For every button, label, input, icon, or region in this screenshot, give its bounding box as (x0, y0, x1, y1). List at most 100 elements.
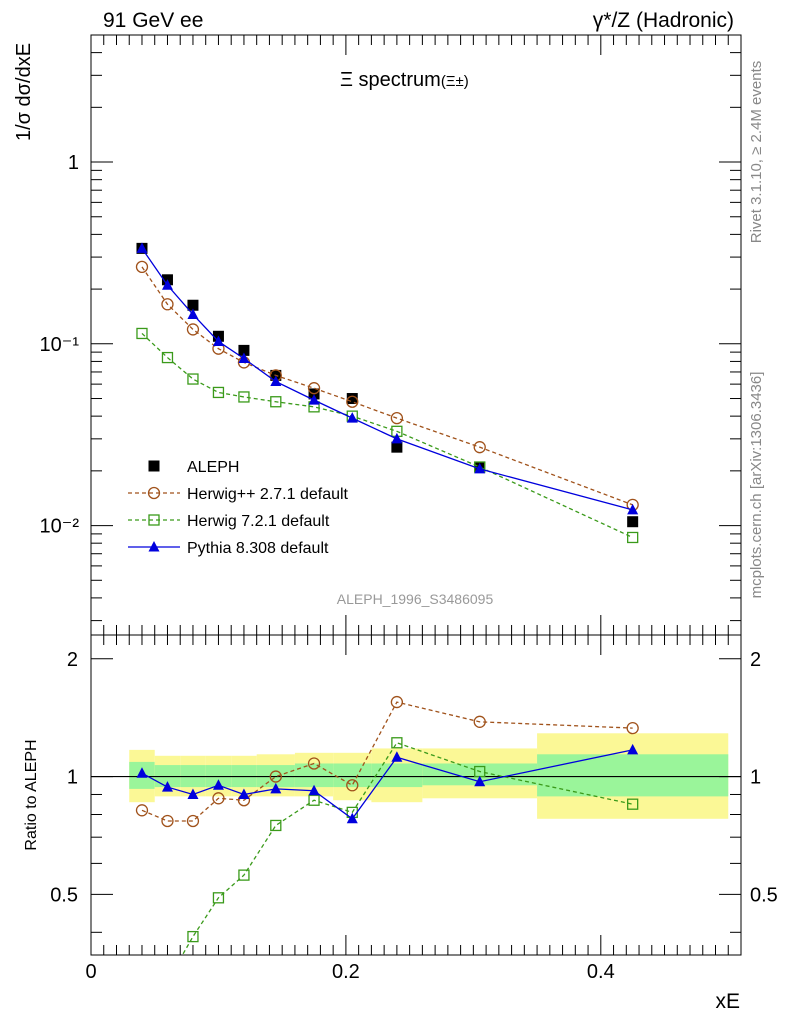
data-point (270, 396, 282, 408)
data-point (187, 299, 199, 311)
data-point (187, 373, 199, 385)
y-axis-label-ratio: Ratio to ALEPH (23, 739, 40, 850)
x-tick-label: 0.4 (587, 961, 615, 983)
data-point (473, 441, 486, 454)
ratio-y-tick-label: 2 (67, 649, 78, 671)
data-point (390, 411, 404, 425)
chart-title: Ξ spectrum(Ξ±) (340, 69, 469, 91)
ratio-y-tick-label-right: 1 (750, 767, 761, 789)
legend-marker (148, 514, 160, 526)
y-tick-label: 10⁻² (40, 516, 80, 538)
legend-label: Herwig++ 2.7.1 default (187, 486, 349, 503)
data-point (391, 432, 403, 444)
data-point (136, 242, 148, 253)
y-tick-label: 10⁻¹ (40, 334, 80, 356)
data-point (238, 344, 250, 356)
data-point (474, 462, 486, 474)
ratio-point (161, 781, 173, 792)
ratio-point (269, 770, 282, 783)
data-point (212, 386, 225, 399)
data-point (346, 412, 358, 423)
ratio-point (308, 784, 320, 796)
ratio-panel-frame (90, 634, 742, 956)
ratio-point (187, 788, 199, 799)
y-axis-label-main-text: 1/σ dσ/dxE (13, 43, 35, 141)
ratio-point (238, 869, 250, 881)
data-point (136, 327, 148, 340)
ratio-point (473, 715, 486, 728)
data-point (308, 394, 320, 405)
ratio-point (136, 767, 148, 778)
mcplots-label: mcplots.cern.ch [arXiv:1306.3436] (748, 372, 765, 599)
data-point (627, 503, 639, 515)
legend-marker (147, 486, 161, 500)
ratio-point (307, 757, 321, 770)
data-point (270, 375, 282, 387)
data-point (161, 279, 173, 290)
band-inner (333, 763, 372, 788)
ratio-uncertainty-bands (91, 733, 741, 819)
main-series-layer (135, 242, 639, 544)
data-point (627, 516, 639, 528)
ratio-point (238, 788, 250, 799)
x-tick-label: 0.2 (332, 961, 360, 983)
ratio-axis-ticks: 0 0.2 0.4 0.5 0.5 1 1 2 2 (50, 635, 778, 983)
series-line (141, 266, 633, 506)
ratio-line (141, 701, 633, 822)
ratio-line (181, 741, 633, 955)
band-inner (371, 763, 423, 788)
chart-title-main: Ξ spectrum (340, 69, 441, 91)
ratio-point (270, 782, 282, 794)
ratio-series-layer (135, 695, 639, 955)
data-point (238, 391, 250, 403)
main-axis-ticks: 1 10⁻¹ 10⁻² (40, 34, 741, 635)
series-line (141, 332, 633, 539)
band-inner (294, 763, 334, 788)
ratio-point (161, 814, 174, 828)
band-inner (537, 754, 729, 797)
data-point (161, 351, 174, 364)
band-inner (422, 763, 538, 786)
data-point (238, 352, 250, 364)
ratio-point (346, 812, 358, 824)
ratio-point (474, 775, 486, 787)
ratio-point (391, 751, 403, 762)
y-tick-label: 1 (68, 152, 79, 174)
data-point (187, 308, 199, 319)
ratio-y-tick-label-right: 2 (750, 649, 761, 671)
ratio-series (136, 743, 639, 824)
ratio-series (181, 737, 639, 955)
ratio-point (186, 814, 200, 828)
data-point (346, 393, 358, 405)
ratio-point (346, 779, 359, 792)
data-point (161, 298, 174, 311)
legend-label: ALEPH (187, 459, 239, 476)
ratio-point (626, 721, 639, 735)
header-left: 91 GeV ee (103, 9, 203, 32)
header-right: γ*/Z (Hadronic) (593, 9, 734, 32)
ratio-series (135, 695, 639, 828)
data-point (627, 531, 639, 544)
y-axis-label-main: 1/σ dσ/dxE (13, 43, 35, 141)
data-point (307, 382, 321, 395)
ratio-point (212, 779, 224, 790)
analysis-watermark: ALEPH_1996_S3486095 (337, 591, 494, 607)
ratio-point (212, 892, 225, 904)
ratio-point (212, 792, 225, 805)
ratio-y-tick-label: 0.5 (50, 884, 78, 906)
ratio-point (627, 743, 639, 755)
chart-title-suffix: (Ξ±) (441, 73, 469, 90)
legend-marker (148, 460, 160, 472)
data-point (186, 323, 200, 336)
x-tick-label: 0 (85, 961, 96, 983)
rivet-label: Rivet 3.1.10, ≥ 2.4M events (748, 61, 765, 244)
ratio-y-tick-label: 1 (67, 767, 78, 789)
data-point (391, 441, 403, 453)
legend-marker (148, 541, 160, 552)
ratio-y-tick-label-right: 0.5 (750, 884, 778, 906)
data-point (346, 395, 359, 408)
data-point (212, 335, 224, 346)
ratio-point (391, 737, 403, 749)
legend-label: Herwig 7.2.1 default (187, 513, 330, 530)
ratio-point (627, 798, 639, 810)
